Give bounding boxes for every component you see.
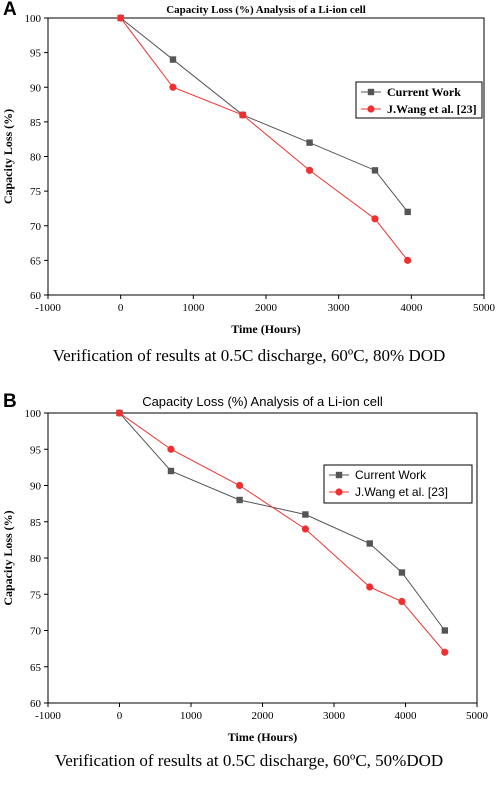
series-2-point (167, 445, 175, 453)
legend-label-1: Current Work (355, 468, 427, 482)
y-tick-label: 60 (30, 698, 42, 710)
series-line-1 (119, 412, 446, 631)
series-2-point (117, 14, 125, 22)
series-2-point (301, 525, 309, 533)
y-tick-label: 95 (30, 444, 42, 456)
legend-box (323, 464, 473, 504)
series-1-point (371, 167, 379, 174)
panel-label-b: B (3, 391, 17, 412)
series-2-point (169, 83, 177, 91)
x-tick-label: 5000 (466, 710, 489, 722)
series-2-point (239, 111, 247, 119)
x-tick-label: -1000 (35, 710, 61, 722)
series-1-point (441, 627, 449, 634)
legend-box (355, 81, 483, 119)
x-tick-label: 5000 (473, 302, 496, 314)
series-2-point (366, 583, 374, 591)
chart-panel-b: B Capacity Loss (%) Analysis of a Li-ion… (0, 391, 498, 785)
x-tick-label: 3000 (328, 302, 351, 314)
chart-b: Capacity Loss (%) Analysis of a Li-ion c… (1, 394, 489, 744)
series-2-point (398, 597, 406, 606)
y-tick-label: 85 (30, 117, 42, 129)
series-line-2 (120, 17, 409, 261)
y-tick-label: 80 (30, 152, 42, 164)
x-tick-label: 0 (118, 302, 124, 314)
series-1-point (306, 139, 313, 146)
chart-panel-a: A Capacity Loss (%) Analysis of a Li-ion… (0, 0, 498, 392)
caption-a: Verification of results at 0.5C discharg… (52, 346, 446, 365)
x-axis-title: Time (Hours) (231, 322, 300, 336)
caption-b: Verification of results at 0.5C discharg… (54, 751, 444, 770)
y-tick-label: 60 (30, 290, 42, 302)
x-tick-label: 4000 (400, 302, 423, 314)
y-axis-title: Capacity Loss (%) (1, 510, 15, 605)
chart-a: Capacity Loss (%) Analysis of a Li-ion c… (1, 4, 496, 336)
series-2-point (236, 481, 244, 490)
y-tick-label: 100 (25, 13, 42, 25)
y-tick-label: 100 (25, 408, 42, 420)
y-tick-label: 65 (30, 255, 42, 267)
chart-title: Capacity Loss (%) Analysis of a Li-ion c… (166, 4, 366, 16)
series-1-point (398, 569, 406, 576)
y-tick-label: 95 (30, 48, 42, 60)
series-1-point (167, 467, 175, 475)
y-tick-label: 80 (30, 553, 42, 565)
y-tick-label: 90 (30, 82, 42, 94)
x-tick-label: 0 (117, 710, 123, 722)
y-tick-label: 65 (30, 662, 42, 674)
legend-marker-2 (367, 105, 375, 113)
legend-label-1: Current Work (387, 85, 461, 99)
legend-marker-2 (335, 488, 343, 496)
series-1-point (169, 56, 177, 63)
legend-label-2: J.Wang et al. [23] (355, 485, 448, 499)
legend-marker-1 (335, 471, 343, 479)
x-axis-title: Time (Hours) (228, 730, 297, 744)
y-tick-label: 85 (30, 517, 42, 529)
y-tick-label: 90 (30, 481, 42, 493)
y-axis-title: Capacity Loss (%) (1, 109, 15, 204)
y-tick-label: 70 (30, 221, 42, 233)
series-line-1 (120, 17, 409, 213)
plot-frame (47, 412, 478, 704)
legend-marker-1 (367, 88, 375, 96)
series-2-point (306, 166, 314, 174)
series-1-point (302, 511, 309, 518)
plot-frame (47, 17, 485, 296)
x-tick-label: 1000 (182, 302, 205, 314)
panel-label-a: A (3, 0, 17, 20)
series-1-point (366, 540, 373, 547)
series-2-point (441, 648, 449, 656)
x-tick-label: 1000 (180, 710, 203, 722)
legend-label-2: J.Wang et al. [23] (387, 102, 477, 116)
chart-title: Capacity Loss (%) Analysis of a Li-ion c… (142, 394, 383, 409)
x-tick-label: 3000 (323, 710, 346, 722)
series-2-point (115, 409, 124, 417)
series-1-point (236, 496, 243, 504)
y-tick-label: 75 (30, 589, 42, 601)
x-tick-label: 2000 (252, 710, 275, 722)
series-1-point (404, 208, 411, 216)
series-2-point (404, 256, 412, 264)
x-tick-label: 2000 (255, 302, 278, 314)
x-tick-label: -1000 (35, 302, 61, 314)
x-tick-label: 4000 (395, 710, 418, 722)
y-tick-label: 75 (30, 186, 42, 198)
y-tick-label: 70 (30, 626, 42, 638)
series-2-point (371, 215, 379, 223)
